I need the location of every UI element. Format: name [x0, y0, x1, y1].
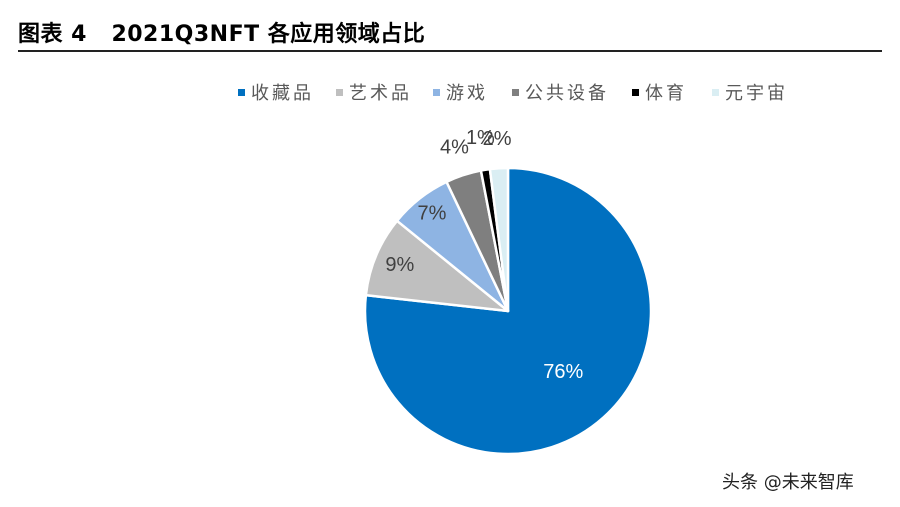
- legend-label: 游戏: [446, 83, 488, 104]
- chart-legend: 收藏品 艺术品 游戏 公共设备 体育 元宇宙: [0, 78, 900, 108]
- figure-title: 图表 4 2021Q3NFT 各应用领域占比: [18, 22, 426, 47]
- legend-item: 元宇宙: [712, 78, 788, 106]
- legend-swatch: [433, 88, 440, 96]
- slice-label: 76%: [543, 361, 583, 383]
- slice-label: 9%: [385, 254, 414, 276]
- legend-item: 游戏: [433, 78, 488, 106]
- legend-swatch: [336, 88, 343, 96]
- slice-label: 2%: [483, 128, 512, 150]
- title-divider: [18, 50, 882, 52]
- slice-label: 7%: [418, 203, 447, 225]
- pie-slice: [488, 166, 510, 313]
- legend-swatch: [712, 88, 719, 96]
- slice-label: 4%: [440, 136, 469, 158]
- legend-item: 艺术品: [336, 78, 412, 106]
- legend-swatch: [512, 88, 519, 96]
- legend-label: 元宇宙: [725, 83, 788, 104]
- watermark-text: 头条 @未来智库: [722, 472, 854, 493]
- legend-label: 收藏品: [251, 83, 314, 104]
- slice-label: 1%: [466, 127, 495, 149]
- legend-swatch: [238, 88, 245, 96]
- legend-item: 收藏品: [238, 78, 314, 106]
- legend-swatch: [632, 88, 639, 96]
- legend-item: 公共设备: [512, 78, 609, 106]
- legend-item: 体育: [632, 78, 687, 106]
- legend-label: 公共设备: [525, 83, 609, 104]
- legend-label: 艺术品: [349, 83, 412, 104]
- legend-label: 体育: [645, 83, 687, 104]
- pie-slice: [364, 219, 510, 313]
